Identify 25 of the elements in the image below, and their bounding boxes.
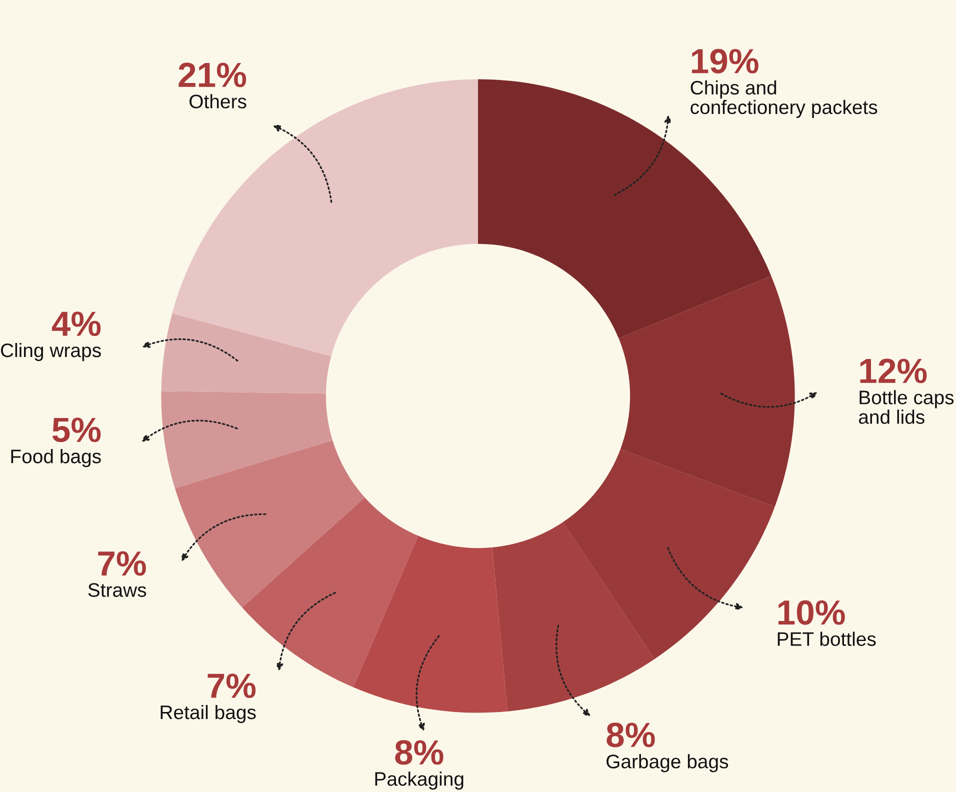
data-label: 4% (52, 312, 101, 336)
donut-slice (174, 440, 365, 608)
slice-label: Chips and confectionery packets (690, 80, 878, 118)
donut-slice (492, 522, 655, 712)
data-label: 7% (208, 674, 256, 698)
slice-label: Packaging (375, 772, 464, 790)
data-label: 5% (52, 418, 101, 442)
donut-slice (353, 536, 508, 713)
data-label: 7% (98, 551, 146, 576)
slice-label: Food bags (11, 449, 101, 468)
slice-label: Retail bags (160, 704, 256, 724)
donut-slice (161, 391, 333, 488)
slice-label: PET bottles (778, 632, 876, 646)
slice-label: Others (190, 94, 246, 108)
slice-label: Garbage bags (606, 754, 728, 772)
donut-slice (161, 313, 332, 394)
data-label: 19% (692, 48, 758, 74)
data-label: 8% (606, 722, 655, 748)
slice-label: Bottle caps and lids (858, 390, 954, 424)
data-label: 12% (860, 358, 927, 384)
data-label: 21% (178, 62, 246, 88)
data-label: 8% (395, 740, 444, 765)
data-label: 10% (778, 600, 845, 625)
slice-label: Cling wraps (0, 342, 101, 362)
slice-label: Straws (88, 583, 146, 597)
